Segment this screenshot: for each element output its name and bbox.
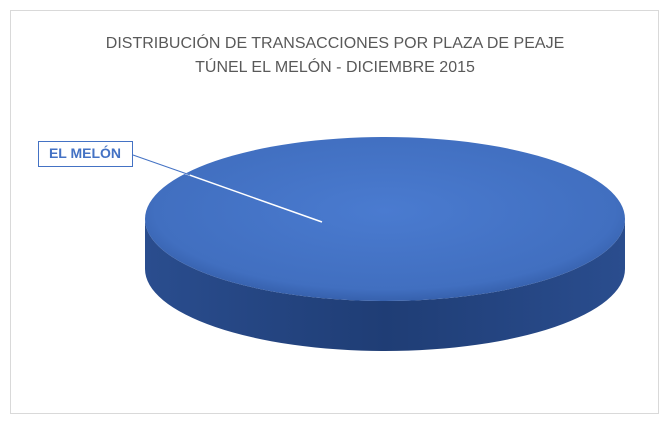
- chart-title: TÚNEL EL MELÓN - DICIEMBRE 2015: [195, 57, 475, 76]
- chart-title: DISTRIBUCIÓN DE TRANSACCIONES POR PLAZA …: [106, 33, 564, 52]
- pie-side: [145, 219, 625, 351]
- data-label: EL MELÓN: [49, 144, 121, 161]
- leader-line: [132, 154, 191, 176]
- data-label-box: [38, 141, 133, 167]
- pie-slice: [145, 137, 625, 301]
